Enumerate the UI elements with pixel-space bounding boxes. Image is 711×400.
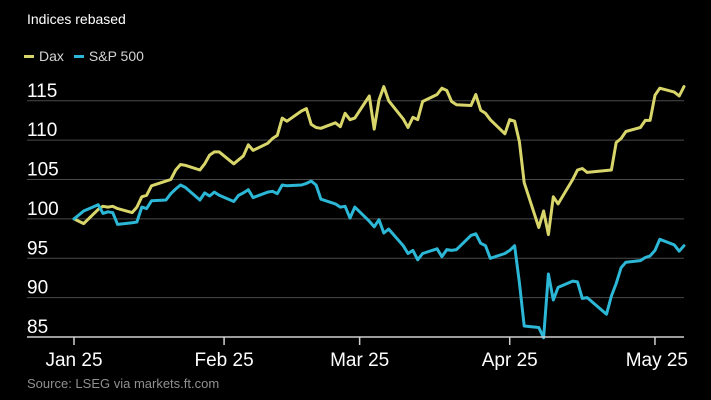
y-tick-label: 90: [27, 278, 48, 299]
legend-swatch-dax: [24, 54, 34, 58]
legend-swatch-sp500: [73, 54, 84, 58]
legend-item-sp500: S&P 500: [73, 48, 144, 64]
legend-label-sp500: S&P 500: [88, 48, 144, 64]
y-tick-label: 115: [27, 81, 57, 102]
chart-title: Indices rebased: [27, 11, 126, 27]
y-tick-label: 100: [27, 199, 59, 220]
series-line-dax: [72, 85, 686, 237]
legend-label-dax: Dax: [39, 48, 64, 64]
chart-legend: Dax S&P 500: [24, 48, 144, 64]
source-note: Source: LSEG via markets.ft.com: [27, 376, 220, 391]
x-tick-label: May 25: [626, 350, 688, 371]
x-tick-label: Jan 25: [45, 350, 102, 371]
y-tick-label: 85: [27, 317, 48, 338]
series-line-sp500: [72, 179, 686, 340]
x-tick-label: Apr 25: [482, 350, 538, 371]
series-layer: [72, 85, 686, 340]
x-tick-label: Mar 25: [330, 350, 389, 371]
y-tick-label: 110: [27, 120, 57, 141]
x-ticks: Jan 25 Feb 25 Mar 25 Apr 25 May 25: [45, 337, 688, 371]
y-tick-label: 105: [27, 160, 59, 181]
legend-item-dax: Dax: [24, 48, 64, 64]
x-tick-label: Feb 25: [195, 350, 254, 371]
y-tick-label: 95: [27, 238, 48, 259]
